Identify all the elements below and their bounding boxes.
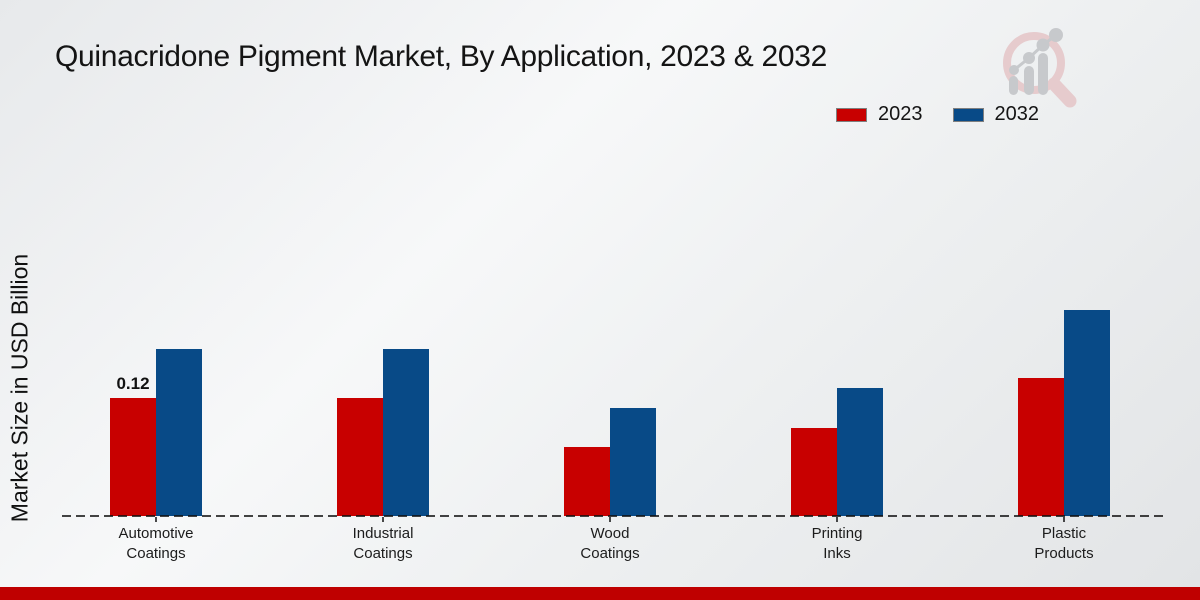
x-axis-tick: [1063, 517, 1065, 522]
x-axis-tick: [609, 517, 611, 522]
bar-2032-industrial-coatings: [383, 349, 429, 516]
chart-title: Quinacridone Pigment Market, By Applicat…: [55, 40, 828, 73]
x-axis-tick: [382, 517, 384, 522]
bar-2023-automotive-coatings: [110, 398, 156, 516]
x-axis-tick: [155, 517, 157, 522]
category-label: Wood Coatings: [580, 525, 640, 563]
x-axis-tick: [836, 517, 838, 522]
bar-2023-wood-coatings: [564, 447, 610, 516]
legend-label: 2032: [994, 103, 1040, 125]
legend-swatch-2032: [952, 107, 984, 122]
magnifier-growth-logo: [1003, 28, 1077, 108]
footer-accent-bar: [0, 587, 1200, 600]
category-label: Printing Inks: [811, 525, 863, 563]
legend-item-2032: 2032: [952, 103, 1040, 126]
bar-2023-industrial-coatings: [337, 398, 383, 516]
zero-baseline: [62, 515, 1165, 517]
bar-value-label: 0.12: [116, 374, 150, 393]
category-label: Automotive Coatings: [118, 525, 194, 563]
bar-2023-printing-inks: [791, 428, 837, 516]
legend-label: 2023: [878, 103, 923, 125]
bar-2032-automotive-coatings: [156, 349, 202, 516]
bar-2023-plastic-products: [1018, 378, 1064, 516]
category-label: Industrial Coatings: [352, 525, 414, 563]
legend-item-2023: 2023: [836, 103, 923, 126]
legend-swatch-2023: [836, 107, 867, 122]
category-label: Plastic Products: [1034, 525, 1094, 563]
bar-2032-printing-inks: [837, 388, 883, 516]
legend: 2023 2032: [836, 103, 1039, 126]
bar-2032-plastic-products: [1064, 310, 1110, 516]
bar-2032-wood-coatings: [610, 408, 656, 516]
